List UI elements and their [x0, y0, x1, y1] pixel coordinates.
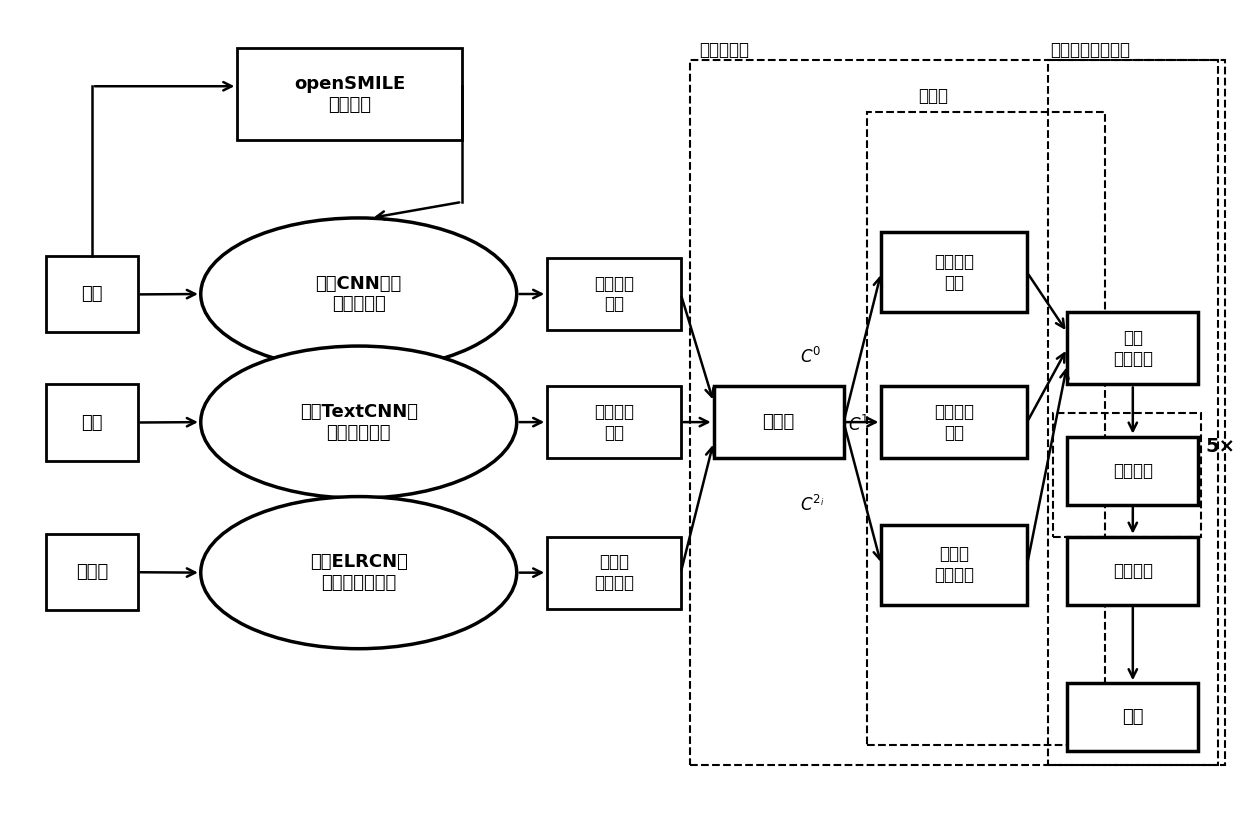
Text: 自权重差分编码器: 自权重差分编码器 — [1050, 41, 1130, 59]
FancyBboxPatch shape — [547, 386, 681, 458]
FancyBboxPatch shape — [1068, 312, 1198, 385]
FancyBboxPatch shape — [1068, 436, 1198, 505]
Text: 残差模块: 残差模块 — [1112, 462, 1153, 480]
Text: 基于ELRCN的
微表情特征提取: 基于ELRCN的 微表情特征提取 — [310, 553, 408, 592]
Text: openSMILE
提取特征: openSMILE 提取特征 — [294, 75, 405, 114]
Text: 语音特征
向量: 语音特征 向量 — [934, 253, 975, 292]
FancyBboxPatch shape — [1068, 683, 1198, 751]
FancyBboxPatch shape — [46, 534, 138, 610]
FancyBboxPatch shape — [882, 386, 1027, 458]
Text: 分类: 分类 — [1122, 708, 1143, 726]
Text: 编码器: 编码器 — [763, 413, 795, 431]
Text: 文本特征
向量: 文本特征 向量 — [594, 403, 634, 441]
Text: 译码器: 译码器 — [918, 87, 947, 105]
Text: 基于TextCNN的
文本特征提取: 基于TextCNN的 文本特征提取 — [300, 403, 418, 441]
FancyBboxPatch shape — [1068, 537, 1198, 605]
FancyBboxPatch shape — [882, 232, 1027, 312]
FancyBboxPatch shape — [237, 48, 463, 141]
Text: 语音: 语音 — [82, 285, 103, 303]
Text: 语音特征
向量: 语音特征 向量 — [594, 275, 634, 314]
Text: 基于CNN的语
音特征提取: 基于CNN的语 音特征提取 — [316, 275, 402, 314]
Text: 文本特征
向量: 文本特征 向量 — [934, 403, 975, 441]
Text: 文本: 文本 — [82, 413, 103, 431]
Text: 微表情
特征向量: 微表情 特征向量 — [594, 553, 634, 592]
Ellipse shape — [201, 346, 517, 498]
Ellipse shape — [201, 218, 517, 370]
Text: $C^{2_i}$: $C^{2_i}$ — [800, 494, 825, 515]
Text: 微表情: 微表情 — [76, 563, 108, 581]
FancyBboxPatch shape — [547, 258, 681, 330]
Text: 5×: 5× — [1205, 437, 1236, 457]
Text: $C^1$: $C^1$ — [848, 414, 869, 435]
Text: $C^0$: $C^0$ — [800, 346, 821, 367]
Ellipse shape — [201, 497, 517, 649]
FancyBboxPatch shape — [46, 385, 138, 461]
Text: 特征向量: 特征向量 — [1112, 561, 1153, 579]
FancyBboxPatch shape — [46, 257, 138, 333]
Text: 联合
特征向量: 联合 特征向量 — [1112, 329, 1153, 368]
Text: 自权重模块: 自权重模块 — [699, 41, 749, 59]
FancyBboxPatch shape — [713, 386, 843, 458]
FancyBboxPatch shape — [882, 525, 1027, 605]
Text: 微表情
特征向量: 微表情 特征向量 — [934, 545, 975, 584]
FancyBboxPatch shape — [547, 537, 681, 609]
